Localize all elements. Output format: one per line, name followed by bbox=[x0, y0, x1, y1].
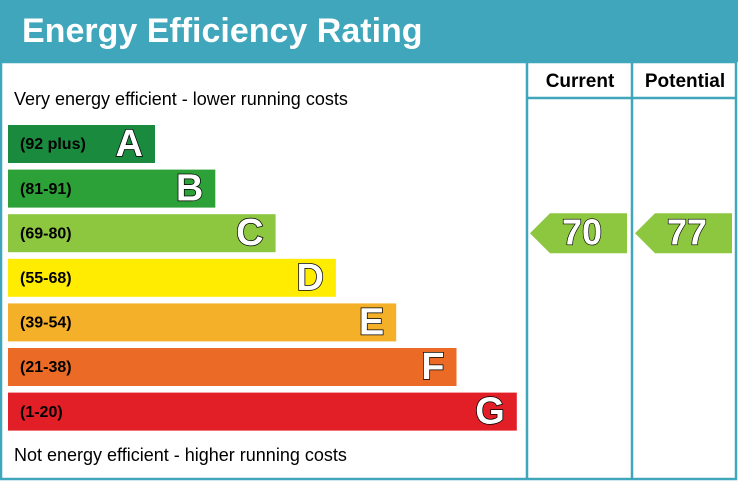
rating-arrow bbox=[635, 213, 732, 254]
bottom-note: Not energy efficient - higher running co… bbox=[14, 445, 347, 465]
band-range: (92 plus) bbox=[20, 136, 86, 153]
band-range: (55-68) bbox=[20, 270, 72, 287]
band-letter: A bbox=[116, 123, 143, 165]
rating-value: 77 bbox=[667, 212, 707, 253]
band-bar bbox=[8, 169, 216, 208]
title-bar bbox=[0, 0, 738, 62]
band-bar bbox=[8, 303, 397, 342]
rating-arrow bbox=[530, 213, 627, 254]
band-letter: C bbox=[236, 212, 263, 254]
band-letter: E bbox=[359, 301, 384, 343]
chart-title: Energy Efficiency Rating bbox=[22, 12, 423, 50]
column-header: Current bbox=[546, 71, 615, 92]
band-letter: D bbox=[296, 257, 323, 299]
band-bar bbox=[8, 258, 336, 297]
column-header: Potential bbox=[645, 71, 725, 92]
band-letter: B bbox=[176, 168, 203, 210]
rating-value: 70 bbox=[562, 212, 602, 253]
band-bar bbox=[8, 348, 457, 386]
top-note: Very energy efficient - lower running co… bbox=[14, 89, 348, 109]
band-range: (39-54) bbox=[20, 315, 72, 332]
band-range: (81-91) bbox=[20, 181, 72, 198]
band-letter: G bbox=[475, 391, 505, 433]
band-range: (1-20) bbox=[20, 404, 63, 421]
frame bbox=[0, 60, 738, 481]
band-bar bbox=[8, 392, 517, 431]
band-letter: F bbox=[421, 346, 444, 388]
band-bar bbox=[8, 214, 276, 253]
band-bar bbox=[8, 125, 155, 163]
band-range: (69-80) bbox=[20, 225, 72, 242]
band-range: (21-38) bbox=[20, 359, 72, 376]
